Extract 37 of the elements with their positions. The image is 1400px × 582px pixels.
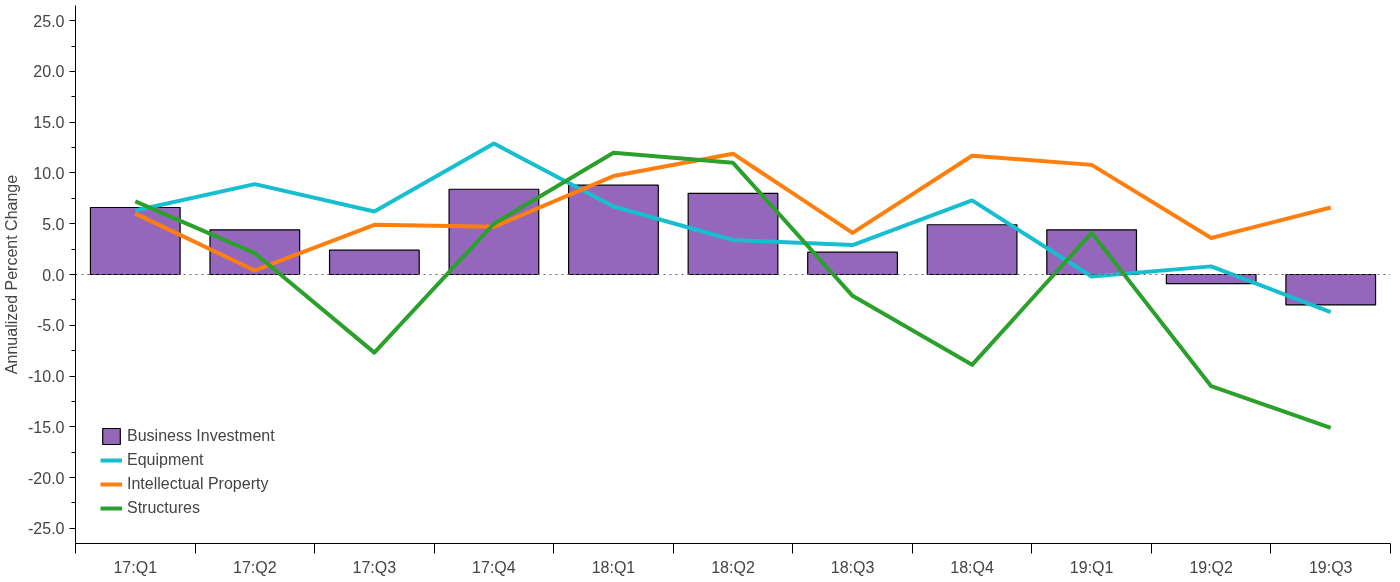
x-tick-label: 19:Q1 <box>1069 558 1114 576</box>
x-tick-label: 19:Q2 <box>1189 558 1234 576</box>
bar <box>568 184 659 276</box>
y-tick-label: 5.0 <box>42 215 65 233</box>
y-tick-label: -15.0 <box>28 418 65 436</box>
legend-label: Equipment <box>127 451 204 469</box>
y-tick-label: 0.0 <box>42 266 65 284</box>
line-series <box>133 150 1333 430</box>
line-series <box>133 141 1333 315</box>
line-series <box>133 151 1333 273</box>
x-tick-label: 18:Q2 <box>711 558 755 576</box>
x-tick-label: 18:Q4 <box>950 558 994 576</box>
y-tick-label: -25.0 <box>28 520 65 538</box>
bar <box>687 192 779 276</box>
legend-label: Intellectual Property <box>127 475 269 493</box>
x-tick-label: 17:Q1 <box>113 558 158 576</box>
y-tick-label: 25.0 <box>33 12 65 30</box>
x-tick-label: 19:Q3 <box>1308 558 1353 576</box>
y-tick-label: 15.0 <box>33 114 65 132</box>
legend-label: Business Investment <box>127 427 275 445</box>
y-tick-label: -10.0 <box>28 368 65 386</box>
bar <box>1285 273 1377 306</box>
y-tick-label: 20.0 <box>33 63 65 81</box>
x-tick-label: 17:Q4 <box>472 558 516 576</box>
y-tick-label: 10.0 <box>33 164 65 182</box>
x-tick-label: 18:Q3 <box>830 558 875 576</box>
y-tick-label: -20.0 <box>28 469 65 487</box>
bar <box>926 224 1018 276</box>
x-tick-label: 17:Q3 <box>352 558 397 576</box>
y-tick-label: -5.0 <box>36 317 65 335</box>
x-tick-label: 18:Q1 <box>591 558 636 576</box>
bar <box>328 249 420 276</box>
x-tick-label: 17:Q2 <box>233 558 277 576</box>
bar <box>807 251 898 276</box>
legend-label: Structures <box>127 499 200 517</box>
bar <box>89 206 181 276</box>
y-axis-title: Annualized Percent Change <box>3 174 21 375</box>
